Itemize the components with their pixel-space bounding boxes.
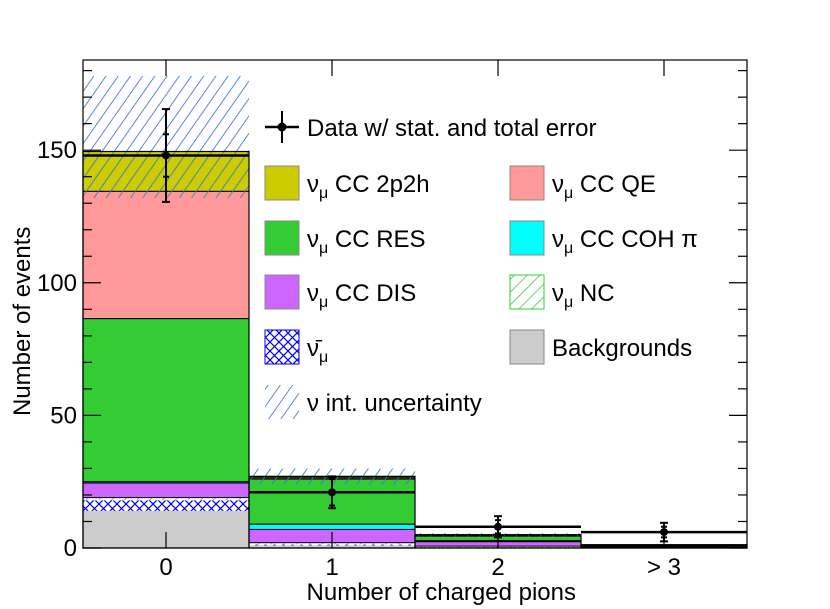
x-axis-title: Number of charged pions <box>307 579 576 606</box>
bar-nubar-bin0 <box>83 500 249 511</box>
legend-entry-nubar: ν̄μ <box>264 329 328 366</box>
legend-entry-qe: νμ CC QE <box>509 165 656 202</box>
y-tick-label: 50 <box>50 402 77 429</box>
data-point-bin0 <box>83 108 249 203</box>
legend-swatch <box>509 220 545 256</box>
y-tick-label: 150 <box>37 137 77 164</box>
legend-label: νμ NC <box>552 280 615 311</box>
legend-entry-nc: νμ NC <box>509 274 615 311</box>
legend-entry-tp2h: νμ CC 2p2h <box>264 165 430 202</box>
legend-swatch <box>509 274 545 310</box>
plot-frame <box>82 59 748 549</box>
legend-entry-unc: ν int. uncertainty <box>265 385 482 419</box>
data-point-bin1 <box>249 475 415 510</box>
legend-label: νμ CC QE <box>552 171 656 202</box>
legend-label: Backgrounds <box>552 335 692 362</box>
legend-swatch <box>265 385 299 419</box>
legend-label: Data w/ stat. and total error <box>307 115 596 142</box>
legend-swatch <box>509 329 545 365</box>
data-marker <box>494 522 502 531</box>
legend: Data w/ stat. and total error νμ CC 2p2h ν… <box>264 111 698 419</box>
legend-label: νμ CC DIS <box>307 280 416 311</box>
legend-label: νμ CC 2p2h <box>307 171 430 202</box>
bar-coh-bin1 <box>248 523 416 530</box>
axes-layer: 0 50 100 150 0 1 2 > 3 <box>37 59 748 581</box>
legend-swatch <box>264 165 300 201</box>
y-axis-title: Number of events <box>9 227 36 416</box>
legend-swatch <box>264 274 300 310</box>
bar-qe-bin0 <box>82 190 250 320</box>
bar-nc-bin0 <box>83 497 249 501</box>
legend-entry-res: νμ CC RES <box>264 220 426 257</box>
bar-dis-bin0 <box>82 482 250 499</box>
y-tick-label: 0 <box>64 535 77 562</box>
bar-res-bin0 <box>82 318 250 483</box>
legend-entry-data: Data w/ stat. and total error <box>265 111 596 143</box>
y-tick-label: 100 <box>37 270 77 297</box>
x-tick-label: > 3 <box>647 554 681 581</box>
legend-label: νμ CC RES <box>307 226 426 257</box>
legend-label: ν̄μ <box>307 335 328 366</box>
legend-data-marker <box>277 122 287 132</box>
data-marker <box>328 488 336 497</box>
legend-swatch <box>264 220 300 256</box>
x-tick-label: 1 <box>325 554 338 581</box>
legend-entry-bkg: Backgrounds <box>509 329 692 365</box>
legend-entry-coh: νμ CC COH π <box>509 220 698 257</box>
data-layer <box>83 108 747 543</box>
x-tick-label: 2 <box>491 554 504 581</box>
data-marker <box>162 151 170 160</box>
x-tick-label: 0 <box>159 554 172 581</box>
legend-swatch <box>264 329 300 365</box>
legend-label: ν int. uncertainty <box>307 390 482 417</box>
legend-label: νμ CC COH π <box>552 226 698 257</box>
legend-entry-dis: νμ CC DIS <box>264 274 416 311</box>
legend-swatch <box>509 165 545 201</box>
